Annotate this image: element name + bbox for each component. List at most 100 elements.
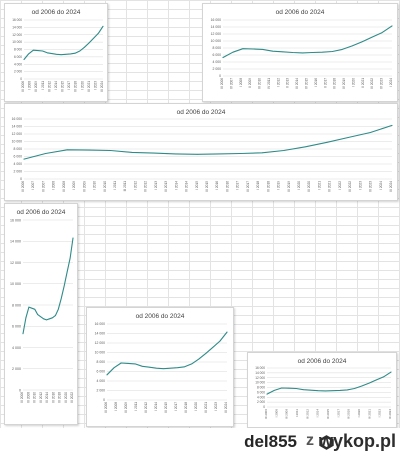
x-tick-label: III 2021 xyxy=(87,81,91,92)
x-tick-label: IV 2023 xyxy=(380,78,384,89)
y-tick-label: 14 000 xyxy=(255,371,265,375)
y-tick-label: 14 000 xyxy=(95,332,105,336)
y-tick-label: 4 000 xyxy=(97,379,106,383)
data-point xyxy=(361,385,363,387)
data-point xyxy=(134,363,136,365)
data-point xyxy=(262,49,264,50)
data-point xyxy=(43,318,44,320)
x-tick-label: III 2014 xyxy=(45,392,49,403)
x-tick-label: III 2022 xyxy=(348,181,352,192)
x-tick-label: IV 2007 xyxy=(229,78,233,89)
y-tick-label: 16 000 xyxy=(12,18,22,22)
y-tick-label: 10 000 xyxy=(95,351,105,355)
data-point xyxy=(40,316,41,318)
x-tick-label: I 2011 xyxy=(113,181,117,190)
data-point xyxy=(37,50,39,51)
y-tick-label: 6 000 xyxy=(213,53,222,57)
data-point xyxy=(310,389,312,391)
data-point xyxy=(51,53,53,54)
x-tick-label: III 2015 xyxy=(61,81,65,92)
data-point xyxy=(170,367,171,369)
chart-panel-4[interactable]: od 2006 do 2024 0 2 000 4 000 6 000 8 000 10 0… xyxy=(4,203,78,425)
data-point xyxy=(156,367,157,369)
chart-panel-3[interactable]: od 2006 do 2024 0 2 000 4 000 6 000 8 000 10 0… xyxy=(4,103,398,201)
chart-panel-6[interactable]: od 2006 do 2024 0 2 000 4 000 6 000 8 000 10 0… xyxy=(247,352,397,428)
x-tick-label: III 2018 xyxy=(184,402,188,413)
x-tick-label: I 2008 xyxy=(274,409,278,418)
y-tick-label: 16 000 xyxy=(12,117,22,121)
x-tick-label: III 2009 xyxy=(82,181,86,192)
chart-panel-5[interactable]: od 2006 do 2024 0 2 000 4 000 6 000 8 000 10 0… xyxy=(86,307,234,427)
y-tick-label: 8 000 xyxy=(257,386,265,390)
x-tick-label: III 2008 xyxy=(26,392,30,403)
wykop-logo-icon xyxy=(319,435,334,450)
chart-panel-2[interactable]: od 2006 do 2024 0 2 000 4 000 6 000 8 000 10 0… xyxy=(202,3,398,102)
x-tick-label: I 2014 xyxy=(174,181,178,190)
y-tick-label: 0 xyxy=(20,177,22,181)
wykop-logo-text[interactable]: wykop.pl xyxy=(318,431,396,451)
author-name[interactable]: del855 xyxy=(244,432,297,451)
x-tick-label: I 2008 xyxy=(52,181,56,190)
data-point xyxy=(84,46,85,48)
chart-title: od 2006 do 2024 xyxy=(136,313,185,320)
x-tick-label: III 2014 xyxy=(295,78,299,89)
x-tick-label: III 2015 xyxy=(326,409,330,419)
data-point xyxy=(390,371,392,373)
x-tick-label: III 2010 xyxy=(103,181,107,192)
x-tick-label: III 2010 xyxy=(258,78,262,89)
data-point xyxy=(93,37,95,39)
x-tick-label: III 2018 xyxy=(74,81,78,92)
x-tick-label: I 2014 xyxy=(154,402,158,411)
y-tick-label: 10 000 xyxy=(255,381,265,385)
x-tick-label: III 2015 xyxy=(164,402,168,413)
x-tick-label: I 2017 xyxy=(236,181,240,190)
via-label: z xyxy=(306,432,314,449)
series-line xyxy=(22,237,74,335)
x-tick-label: I 2007 xyxy=(31,181,35,190)
spreadsheet-grid: od 2006 do 2024 0 2 000 4 000 6 000 8 000 10 0… xyxy=(0,0,400,428)
y-tick-label: 0 xyxy=(219,74,221,78)
x-tick-label: I 2023 xyxy=(214,402,218,411)
y-tick-label: 4 000 xyxy=(14,162,23,166)
data-point xyxy=(60,298,62,299)
data-point xyxy=(383,376,385,378)
y-tick-label: 0 xyxy=(20,77,22,81)
x-tick-label: I 2011 xyxy=(134,402,138,411)
data-point xyxy=(66,149,68,151)
x-tick-label: III 2006 xyxy=(104,402,108,413)
y-tick-label: 10 000 xyxy=(211,39,221,43)
x-tick-label: III 2011 xyxy=(123,181,127,192)
chart-panel-1[interactable]: od 2006 do 2024 0 2 000 4 000 6 000 8 000 10 0… xyxy=(4,3,108,102)
data-point xyxy=(72,237,74,239)
x-tick-label: III 2024 xyxy=(388,409,392,419)
y-tick-label: 10 000 xyxy=(12,40,22,44)
x-tick-label: I 2024 xyxy=(379,181,383,190)
x-tick-label: I 2013 xyxy=(154,181,158,190)
x-tick-label: I 2020 xyxy=(357,409,361,418)
y-tick-label: 10 000 xyxy=(12,140,22,144)
x-tick-label: I 2021 xyxy=(317,181,321,190)
data-point xyxy=(23,158,25,160)
data-point xyxy=(282,51,283,53)
data-point xyxy=(79,50,81,52)
series-line xyxy=(23,25,104,61)
x-tick-label: III 2014 xyxy=(185,181,189,192)
x-tick-label: III 2018 xyxy=(58,392,62,403)
data-point xyxy=(242,48,244,50)
x-tick-label: III 2018 xyxy=(266,181,270,192)
x-tick-label: I 2020 xyxy=(351,78,355,87)
series-line xyxy=(266,371,392,395)
data-point xyxy=(34,308,36,310)
data-point xyxy=(332,51,333,52)
y-tick-label: 14 000 xyxy=(211,25,221,29)
data-point xyxy=(218,153,220,155)
x-tick-label: III 2008 xyxy=(62,181,66,192)
chart-4: od 2006 do 2024 0 2 000 4 000 6 000 8 000 10 0… xyxy=(10,209,74,403)
x-tick-label: I 2023 xyxy=(378,409,382,418)
x-tick-label: I 2016 xyxy=(314,78,318,87)
chart-title: od 2006 do 2024 xyxy=(32,9,81,16)
data-point xyxy=(177,367,178,369)
x-tick-label: I 2020 xyxy=(80,81,84,90)
chart-title: od 2006 do 2024 xyxy=(298,358,347,365)
